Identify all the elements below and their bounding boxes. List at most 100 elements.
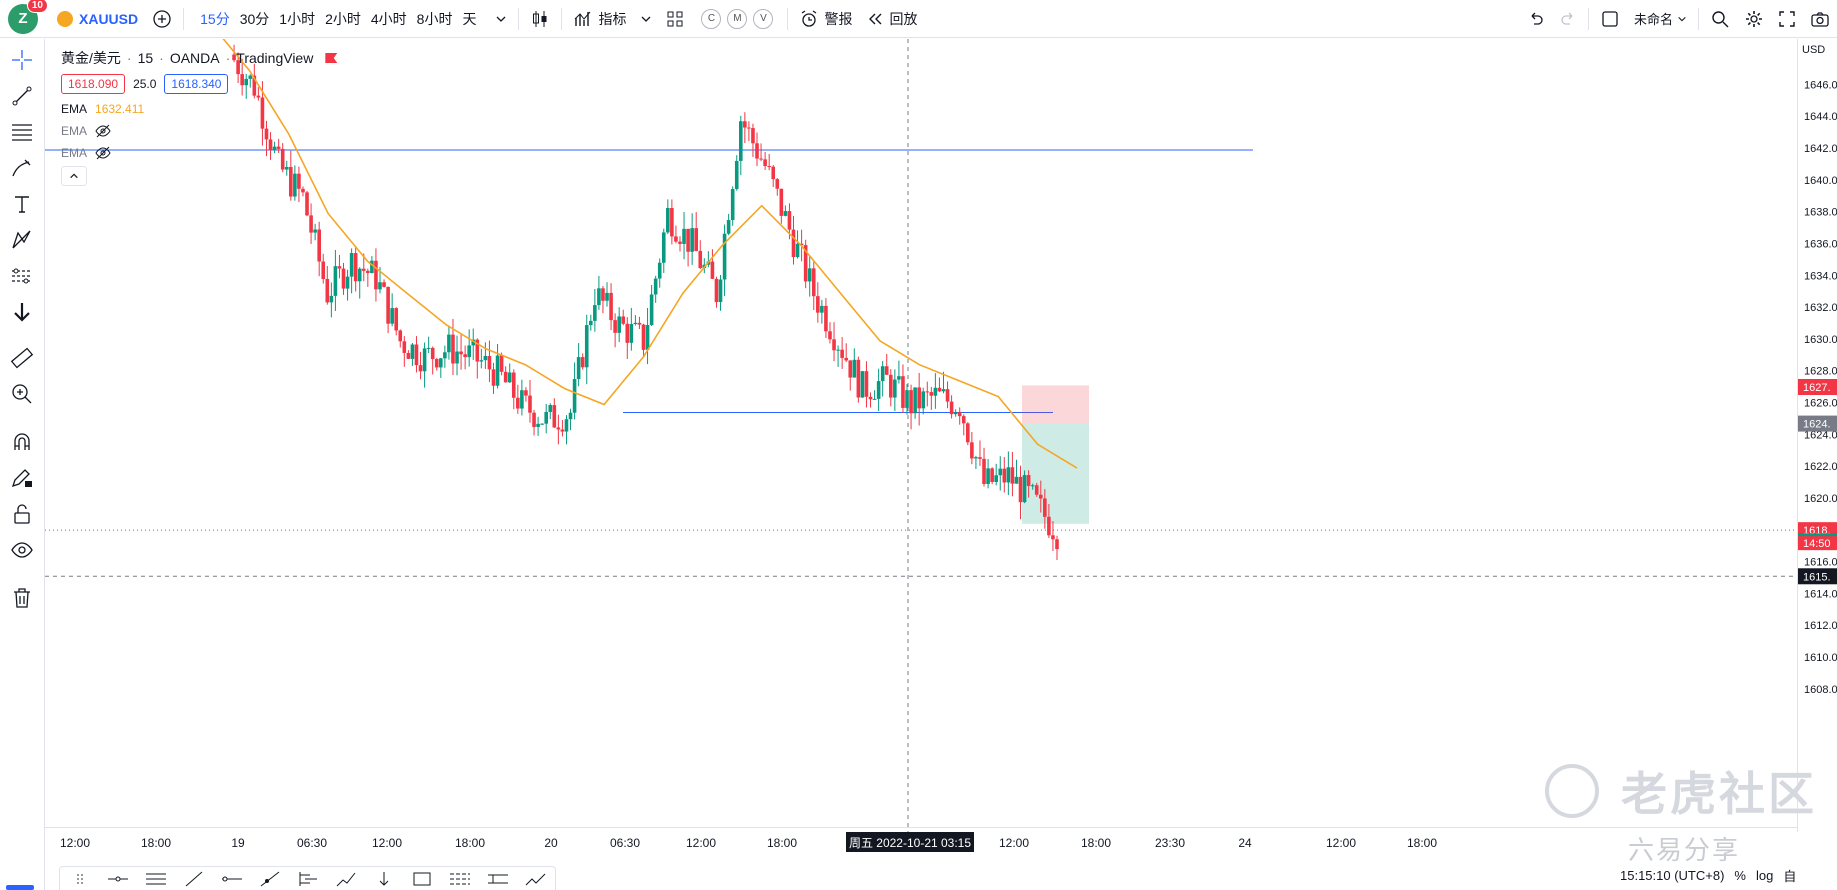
delete-tool[interactable] xyxy=(9,585,35,611)
price-tick: 1636.0 xyxy=(1804,238,1837,250)
text-tool[interactable] xyxy=(9,191,35,217)
arrow-marker-button[interactable] xyxy=(370,869,398,889)
candle-body xyxy=(572,379,577,413)
stay-drawing-tool[interactable] xyxy=(9,465,35,491)
timeframe-6[interactable]: 天 xyxy=(462,10,477,27)
fullscreen-button[interactable] xyxy=(1771,0,1803,38)
ema-legend-2[interactable]: EMA xyxy=(61,124,337,138)
time-axis[interactable]: 12:00 18:00 19 06:30 12:00 18:00 20 06:30 12:00 1… xyxy=(45,827,1797,855)
compare-button[interactable] xyxy=(145,0,179,38)
replay-button[interactable]: 回放 xyxy=(859,0,924,38)
candle-body xyxy=(516,397,520,409)
percent-toggle[interactable]: % xyxy=(1734,868,1746,883)
indicators-dropdown[interactable] xyxy=(633,0,659,38)
log-toggle[interactable]: log xyxy=(1755,868,1774,883)
collapse-legend-button[interactable] xyxy=(61,166,87,186)
undo-button[interactable] xyxy=(1520,0,1552,38)
templates-button[interactable] xyxy=(659,0,691,38)
extended-line-button[interactable] xyxy=(256,869,284,889)
snapshot-button[interactable] xyxy=(1803,0,1837,38)
flag-icon[interactable] xyxy=(325,53,338,63)
countdown-label: 14:50 xyxy=(1803,538,1831,550)
price-tag-label: 1615. xyxy=(1803,571,1831,583)
trend-line-button[interactable] xyxy=(180,869,208,889)
eye-crossed-icon[interactable] xyxy=(95,124,111,138)
drag-handle[interactable] xyxy=(66,869,94,889)
letter-button-c[interactable]: C xyxy=(701,8,722,29)
range-button[interactable] xyxy=(484,869,512,889)
timeframe-3[interactable]: 2小时 xyxy=(325,10,361,27)
timeframe-dropdown[interactable] xyxy=(488,0,514,38)
pattern-tool[interactable] xyxy=(9,227,35,253)
candle-body xyxy=(738,121,743,161)
path-button[interactable] xyxy=(522,869,550,889)
magnet-tool[interactable] xyxy=(9,429,35,455)
timeframe-4[interactable]: 4小时 xyxy=(370,10,407,27)
timeframe-5[interactable]: 8小时 xyxy=(416,10,453,27)
fib-button[interactable] xyxy=(446,869,474,889)
settings-button[interactable] xyxy=(1737,0,1771,38)
symbol-search[interactable]: XAUUSD xyxy=(50,0,145,38)
horizontal-ray-button[interactable] xyxy=(104,869,132,889)
chart-pane[interactable] xyxy=(45,39,1797,832)
alert-button[interactable]: 警报 xyxy=(792,0,859,38)
lock-tool[interactable] xyxy=(9,501,35,527)
letter-button-v[interactable]: V xyxy=(753,8,774,29)
ema-legend-3[interactable]: EMA xyxy=(61,146,337,160)
price-axis[interactable]: 1646.0 1644.0 1642.0 1640.0 1638.0 1636.0 1634… xyxy=(1797,39,1837,832)
forecast-tool[interactable] xyxy=(9,263,35,289)
candle-body xyxy=(232,54,236,61)
candle-body xyxy=(447,334,451,353)
rectangle-button[interactable] xyxy=(408,869,436,889)
redo-button[interactable] xyxy=(1552,0,1584,38)
candle-body xyxy=(645,325,650,350)
gold-symbol-icon xyxy=(57,10,73,27)
brush-tool[interactable] xyxy=(9,155,35,181)
candle-body xyxy=(941,389,946,392)
candle-body xyxy=(524,390,528,396)
indicators-button[interactable]: 指标 xyxy=(566,0,633,38)
user-avatar[interactable]: Z 10 xyxy=(8,0,48,34)
clock[interactable]: 15:15:10 (UTC+8) xyxy=(1620,868,1725,883)
hide-tool[interactable] xyxy=(9,537,35,563)
ema-line[interactable] xyxy=(210,39,1078,469)
take-profit-zone[interactable] xyxy=(1022,423,1089,524)
letter-button-m[interactable]: M xyxy=(727,8,748,29)
brush-button[interactable] xyxy=(332,869,360,889)
timeframe-2[interactable]: 1小时 xyxy=(279,10,316,27)
measure-tool[interactable] xyxy=(9,345,35,371)
timeframe-1[interactable]: 30分 xyxy=(239,10,270,27)
ray-button[interactable] xyxy=(218,869,246,889)
candle-body xyxy=(272,146,277,151)
layout-button[interactable] xyxy=(1593,0,1627,38)
chart-type-button[interactable] xyxy=(523,0,557,38)
price-tick: 1614.0 xyxy=(1804,588,1837,600)
crosshair-tool[interactable] xyxy=(9,47,35,73)
fib-tool[interactable] xyxy=(9,119,35,145)
pitchfork-button[interactable] xyxy=(294,869,322,889)
auto-toggle[interactable]: 自 xyxy=(1783,869,1797,884)
eye-crossed-icon[interactable] xyxy=(95,146,111,160)
zoom-tool[interactable] xyxy=(9,381,35,407)
candle-body xyxy=(811,268,816,297)
ema-legend-1[interactable]: EMA 1632.411 xyxy=(61,102,337,116)
currency-label[interactable]: USD xyxy=(1802,44,1825,56)
save-layout-button[interactable]: 未命名 xyxy=(1627,0,1694,38)
stop-loss-zone[interactable] xyxy=(1022,385,1089,424)
price-tick: 1622.0 xyxy=(1804,461,1837,473)
arrow-tool[interactable] xyxy=(9,299,35,325)
candle-body xyxy=(860,371,865,398)
timeframe-0[interactable]: 15分 xyxy=(200,10,230,27)
ask-price[interactable]: 1618.340 xyxy=(164,74,229,94)
text-icon xyxy=(15,196,29,213)
candle-body xyxy=(649,294,654,326)
brush-icon xyxy=(12,159,31,177)
trend-line-tool[interactable] xyxy=(9,83,35,109)
price-chart[interactable] xyxy=(45,39,1797,832)
time-tick: 19 xyxy=(231,836,245,850)
search-button[interactable] xyxy=(1703,0,1737,38)
legend-title[interactable]: 黄金/美元 · 15 · OANDA · TradingView xyxy=(61,48,338,68)
parallel-lines-button[interactable] xyxy=(142,869,170,889)
candle-body xyxy=(840,349,844,358)
bid-price[interactable]: 1618.090 xyxy=(61,74,126,94)
